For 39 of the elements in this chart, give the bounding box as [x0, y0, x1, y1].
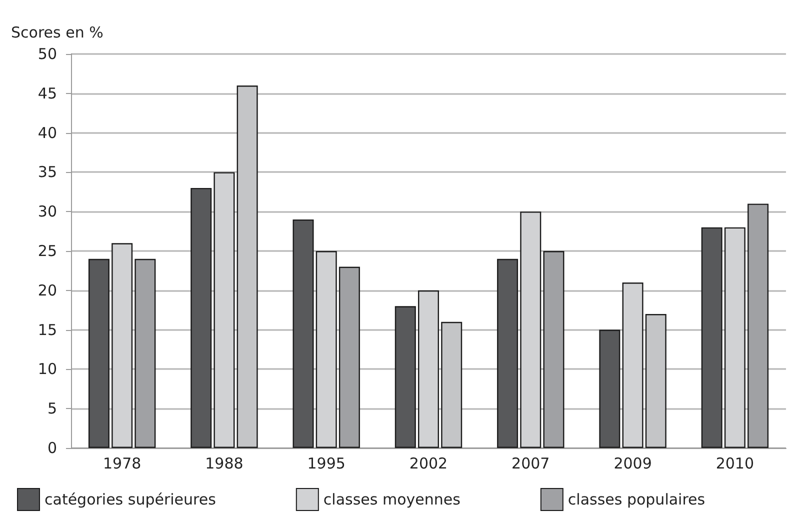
y-tick-label: 20	[38, 281, 57, 300]
y-tick-label: 5	[47, 400, 57, 418]
x-tick-label: 2009	[614, 454, 652, 472]
y-tick-label: 10	[38, 360, 57, 378]
y-tick-label: 15	[38, 320, 57, 339]
legend-label: catégories supérieures	[44, 490, 216, 508]
legend-label: classes populaires	[568, 490, 706, 508]
y-tick-label: 40	[38, 124, 57, 142]
x-tick-label: 1978	[102, 454, 142, 472]
y-tick-label: 0	[47, 439, 57, 457]
bar	[214, 172, 235, 448]
bar	[394, 306, 416, 448]
y-tick-label: 50	[38, 45, 57, 63]
x-tick-label: 2007	[512, 454, 550, 472]
bar	[190, 188, 212, 448]
bar	[520, 212, 542, 448]
bar	[88, 258, 110, 448]
bar	[497, 258, 518, 448]
y-tick-label: 25	[38, 242, 57, 260]
y-axis-title: Scores en %	[11, 24, 104, 42]
bar	[292, 219, 314, 448]
x-tick-label: 2002	[409, 454, 448, 472]
x-tick-label: 1995	[307, 454, 346, 472]
y-tick-label: 35	[38, 163, 57, 182]
bar	[112, 243, 133, 448]
bar	[701, 227, 722, 448]
bar	[724, 227, 746, 448]
bar	[418, 290, 439, 448]
bar	[441, 322, 462, 448]
bar	[645, 314, 666, 448]
legend-label: classes moyennes	[323, 490, 461, 508]
bar	[236, 86, 258, 448]
y-tick-label: 45	[38, 84, 57, 102]
bar	[599, 330, 620, 448]
y-tick-label: 30	[38, 202, 57, 221]
bar	[622, 282, 644, 448]
bar	[316, 251, 337, 448]
x-tick-label: 1988	[205, 454, 244, 472]
x-tick-label: 2010	[716, 454, 754, 472]
